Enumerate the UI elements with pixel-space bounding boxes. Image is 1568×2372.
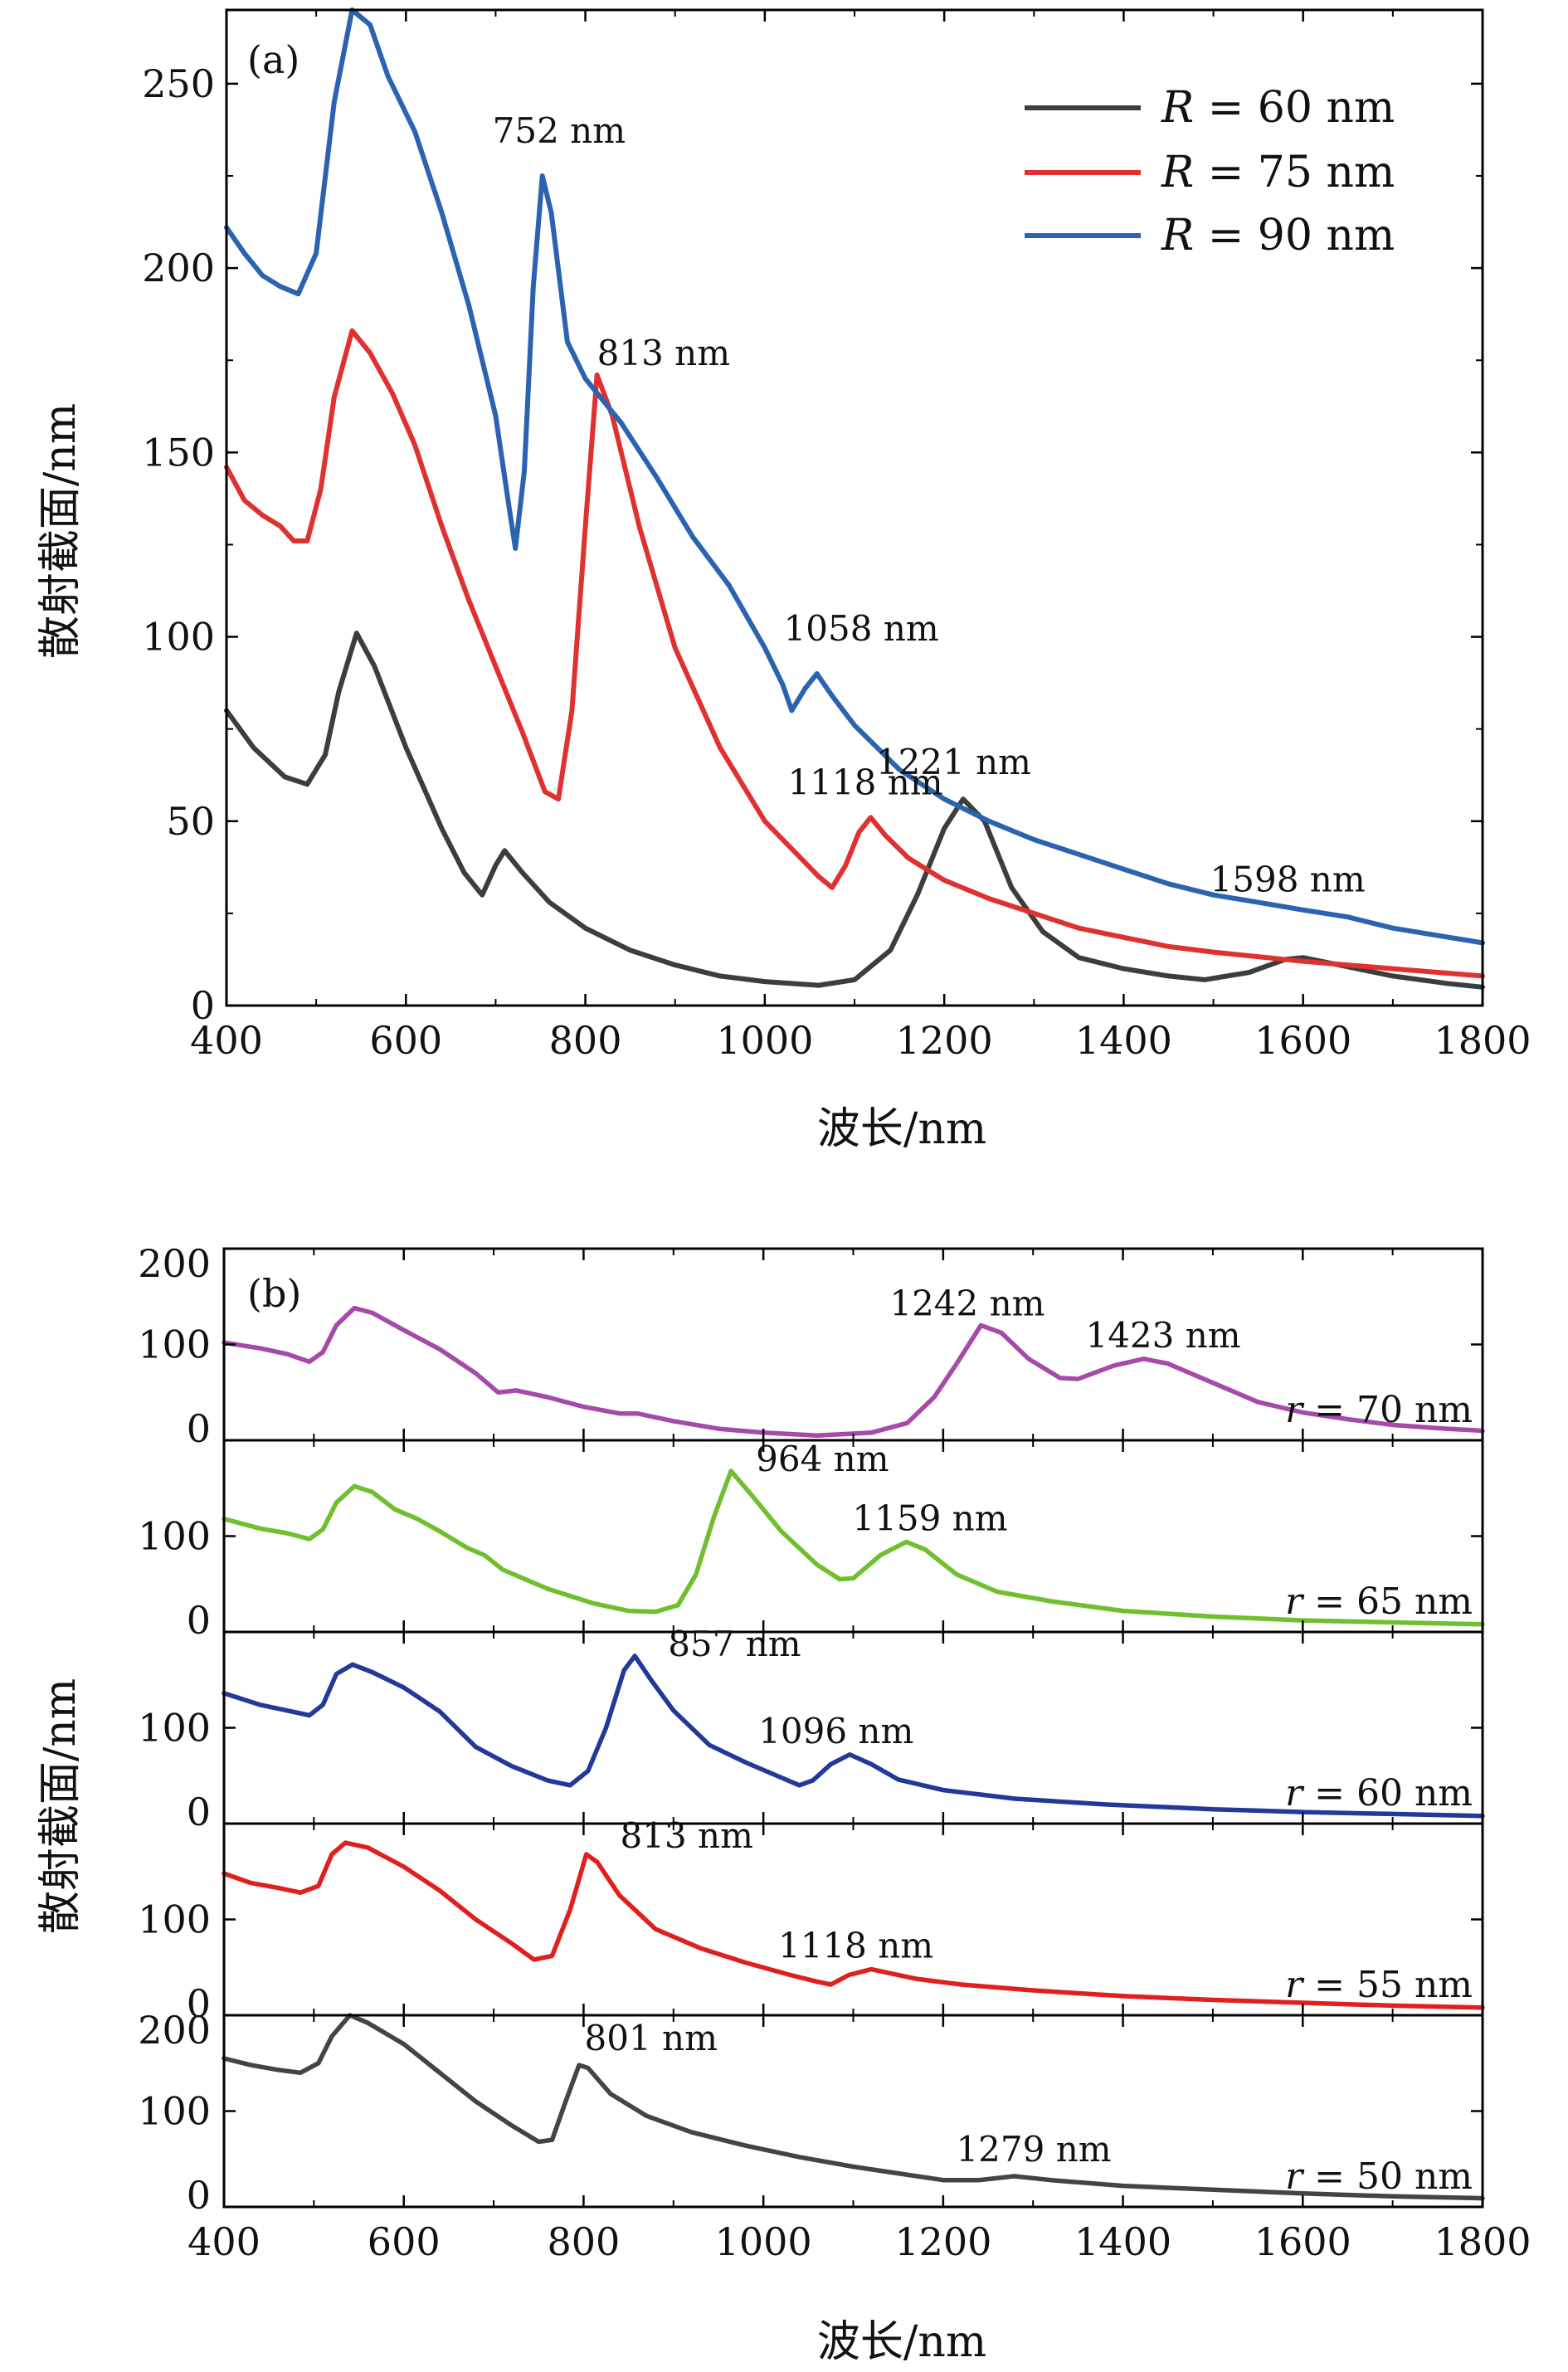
panel-a-annotation: 1118 nm [787,762,942,802]
panel-a-xtick-label: 600 [369,1018,442,1063]
panel-b-ylabel: 散射截面/nm [36,1678,85,1934]
panel-a-xtick-label: 1000 [716,1018,813,1063]
panel-b-annotation: 813 nm [621,1815,753,1856]
panel-a-ylabel: 散射截面/nm [36,403,85,659]
panel-b-xlabel: 波长/nm [817,2317,986,2367]
panel-a-xtick-label: 1800 [1434,1018,1531,1063]
panel-b-label: (b) [247,1271,301,1316]
panel-b-subplot-4-xtick-label: 1800 [1434,2219,1531,2264]
panel-b-subplot-2-label: r = 60 nm [1285,1772,1473,1814]
panel-b-subplot-4-line [222,2013,1485,2201]
panel-b-annotation: 964 nm [756,1439,889,1479]
panel-a-series-0-line [224,631,1485,990]
panel-a-xtick-label: 1200 [896,1018,993,1063]
panel-a-xlabel: 波长/nm [817,1104,986,1154]
panel-a-ytick-label: 150 [142,430,215,475]
panel-b-subplot-4-xtick-label: 1600 [1254,2219,1351,2264]
panel-b-annotation: 1096 nm [758,1711,913,1751]
panel-a-annotation: 752 nm [493,110,626,151]
panel-a-ytick-label: 250 [142,61,215,106]
panel-a-series-2-line [224,7,1485,946]
panel-b-ytick-label: 0 [187,1598,211,1643]
panel-a-xtick-label: 400 [190,1018,263,1063]
panel-b-subplot-4-xtick-label: 1400 [1074,2219,1171,2264]
panel-b-subplot-4-xtick-label: 600 [368,2219,441,2264]
panel-a-xtick-label: 1400 [1075,1018,1172,1063]
panel-b-annotation: 801 nm [585,2018,718,2058]
panel-a-series-1-line [224,328,1485,979]
panel-a-annotation: 1058 nm [784,608,939,649]
panel-b: (b) 波长/nm 散射截面/nm 0 100 200 r = 70 nm 0 100 r … [36,1241,1531,2367]
panel-b-subplot-1-label: r = 65 nm [1285,1581,1473,1623]
panel-b-annotation: 1279 nm [956,2129,1111,2170]
panel-b-subplot-4-label: r = 50 nm [1285,2155,1473,2198]
panel-a-xtick-label: 800 [549,1018,622,1063]
panel-a: (a) 波长/nm 散射截面/nm 400 600 800 1000 1200 1400 1… [36,7,1531,1154]
panel-b-subplot-2-line [222,1654,1485,1819]
panel-b-annotation: 1423 nm [1085,1315,1240,1356]
panel-b-subplot-0-label: r = 70 nm [1285,1389,1473,1431]
panel-b-ytick-label: 200 [138,2008,211,2053]
panel-b-subplot-0-line [222,1305,1485,1438]
panel-b-ytick-label: 0 [187,1981,211,2026]
panel-b-subplot-4-xtick-label: 1000 [715,2219,812,2264]
panel-b-subplot-3-label: r = 55 nm [1285,1964,1473,2006]
panel-b-ytick-label: 100 [138,2089,211,2134]
panel-b-subplot-4-xtick-label: 1200 [894,2219,991,2264]
panel-b-ytick-label: 100 [138,1706,211,1751]
panel-a-label: (a) [247,37,299,82]
panel-b-annotation: 857 nm [668,1624,801,1664]
panel-b-ytick-label: 100 [138,1322,211,1367]
panel-b-annotation: 1159 nm [852,1498,1007,1538]
panel-a-ytick-label: 100 [142,615,215,660]
panel-b-subplot-1-line [222,1468,1485,1627]
panel-b-subplot-4-xtick-label: 400 [187,2219,261,2264]
legend-label-1: R = 75 nm [1161,148,1395,197]
panel-b-annotation: 1118 nm [778,1926,933,1966]
panel-b-annotation: 1242 nm [889,1283,1045,1323]
panel-b-ytick-label: 100 [138,1897,211,1942]
panel-b-subplot-4-xtick-label: 800 [548,2219,621,2264]
panel-a-annotation: 1598 nm [1210,859,1366,899]
panel-b-ytick-label: 200 [138,1241,211,1286]
panel-b-ytick-label: 0 [187,1790,211,1834]
panel-b-ytick-label: 0 [187,1406,211,1451]
panel-a-annotation: 1221 nm [876,742,1031,782]
legend-label-0: R = 60 nm [1161,83,1395,133]
panel-a-ytick-label: 50 [166,799,215,844]
panel-b-subplot-3-line [222,1840,1485,2010]
panel-a-annotation: 813 nm [597,333,730,373]
legend-label-2: R = 90 nm [1161,211,1395,261]
panel-b-ytick-label: 0 [187,2173,211,2218]
panel-a-ytick-label: 0 [191,983,215,1028]
panel-a-xtick-label: 1600 [1254,1018,1351,1063]
panel-b-ytick-label: 100 [138,1514,211,1559]
panel-a-ytick-label: 200 [142,246,215,290]
